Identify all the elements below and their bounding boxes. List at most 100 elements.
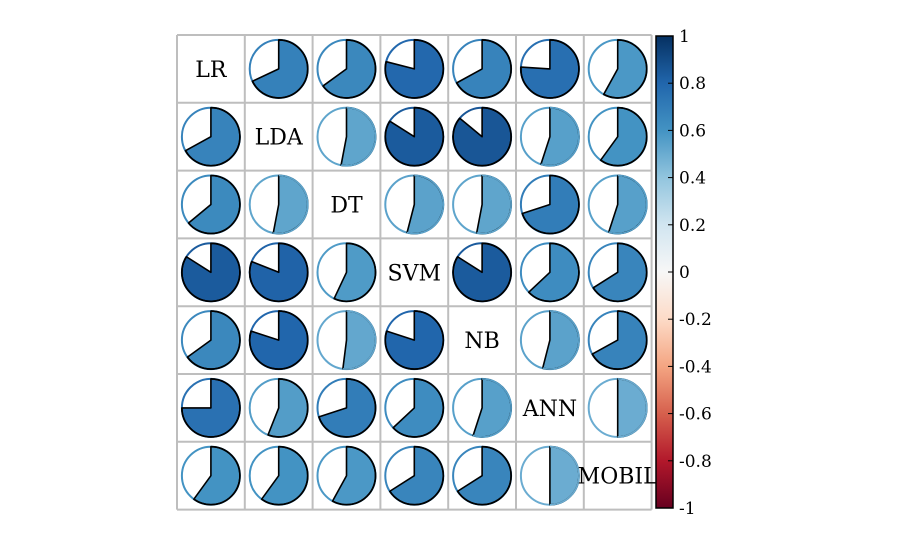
pie-edge	[520, 445, 580, 506]
variable-label: DT	[330, 194, 363, 219]
pie-mark	[180, 310, 241, 371]
pie-mark	[587, 38, 648, 99]
pie-edge	[587, 106, 648, 167]
pie-edge	[384, 106, 445, 167]
pie-slice	[272, 174, 309, 235]
pie-mark	[248, 174, 309, 235]
pie-edge	[452, 242, 512, 303]
pie-edge	[248, 174, 309, 235]
variable-label: LR	[195, 58, 228, 83]
pie-slice	[616, 378, 648, 438]
pie-mark	[452, 377, 513, 438]
variable-label: NB	[464, 329, 499, 354]
pie-mark	[519, 174, 580, 235]
pie-mark	[384, 445, 445, 506]
pie-edge	[587, 310, 648, 370]
colorbar-tick-label: -1	[679, 499, 696, 519]
pie-mark	[384, 174, 445, 235]
pie-mark	[316, 377, 377, 438]
pie-edge	[520, 310, 580, 370]
pie-edge	[248, 242, 309, 303]
variable-label: SVM	[388, 261, 442, 286]
pie-mark	[519, 445, 580, 506]
pie-edge	[248, 39, 309, 99]
pie-edge	[181, 174, 241, 235]
pie-mark	[180, 242, 241, 303]
pie-edge	[384, 174, 445, 235]
pie-mark	[452, 445, 513, 506]
pie-edge	[248, 378, 309, 438]
pie-edge	[316, 39, 377, 99]
pie-edge	[181, 106, 241, 167]
pie-edge	[587, 242, 648, 303]
pie-mark	[180, 377, 241, 438]
variable-label: MOBIL	[578, 465, 658, 490]
pie-edge	[384, 39, 445, 99]
pie-slice	[549, 445, 580, 506]
pie-mark	[587, 310, 648, 371]
pie-slice	[342, 310, 377, 370]
pie-mark	[587, 106, 648, 167]
pie-mark	[452, 106, 513, 167]
pie-edge	[316, 378, 377, 438]
pie-edge	[181, 378, 241, 438]
pie-mark	[587, 377, 648, 438]
pie-mark	[316, 106, 377, 167]
pie-edge	[181, 310, 241, 370]
pie-edge	[316, 106, 377, 167]
pie-edge	[316, 310, 377, 370]
colorbar-tick-label: 0.6	[679, 121, 706, 141]
pie-edge	[384, 378, 445, 438]
pie-mark	[316, 445, 377, 506]
grid	[176, 34, 653, 511]
variable-label: LDA	[255, 126, 304, 151]
colorbar-tick-label: 0.2	[679, 216, 706, 236]
pie-edge	[452, 174, 512, 235]
pie-mark	[316, 310, 377, 371]
colorbar-tick-label: 0.8	[679, 74, 706, 94]
pie-mark	[316, 38, 377, 99]
colorbar-tick-label: -0.6	[679, 405, 712, 425]
pie-mark	[384, 377, 445, 438]
colorbar: 1 0.8 0.6 0.4 0.2 0 -0.2 -0.4 -0.6 -0.8 -1	[655, 27, 712, 519]
colorbar-tick-label: 0	[679, 263, 690, 283]
pie-slice	[475, 174, 512, 235]
pie-edge	[520, 242, 580, 303]
pie-edge	[248, 445, 309, 506]
pie-mark	[587, 242, 648, 303]
pie-mark	[248, 310, 309, 371]
pie-edge	[520, 106, 580, 167]
pie-edge	[384, 445, 445, 506]
pie-edge	[587, 39, 648, 99]
pie-mark	[180, 174, 241, 235]
pie-edge	[181, 242, 241, 303]
pie-mark	[519, 310, 580, 371]
pie-edge	[316, 445, 377, 506]
colorbar-tick-label: -0.8	[679, 452, 712, 472]
pie-edge	[384, 310, 445, 370]
pie-mark	[180, 106, 241, 167]
pie-slice	[340, 106, 377, 167]
pie-edge	[452, 39, 512, 99]
pie-mark	[248, 38, 309, 99]
pie-edge	[520, 39, 580, 99]
pie-mark	[180, 445, 241, 506]
pie-edge	[248, 310, 309, 370]
colorbar-tick-label: -0.2	[679, 310, 712, 330]
pie-edge	[452, 378, 512, 438]
pie-mark	[248, 377, 309, 438]
pie-mark	[316, 242, 377, 303]
pie-mark	[519, 38, 580, 99]
variable-label: ANN	[522, 397, 577, 422]
pie-mark	[384, 38, 445, 99]
pie-mark	[519, 242, 580, 303]
colorbar-tick-label: 1	[679, 27, 690, 47]
pie-edge	[452, 445, 512, 506]
pie-mark	[248, 242, 309, 303]
pie-mark	[384, 310, 445, 371]
pie-edge	[587, 378, 648, 438]
colorbar-tick-label: -0.4	[679, 357, 712, 377]
pie-edge	[181, 445, 241, 506]
pie-edge	[520, 174, 580, 235]
